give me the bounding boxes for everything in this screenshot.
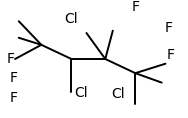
Text: Cl: Cl — [74, 86, 88, 100]
Text: F: F — [6, 52, 14, 66]
Text: F: F — [9, 91, 17, 105]
Text: Cl: Cl — [65, 12, 78, 26]
Text: F: F — [164, 21, 172, 35]
Text: F: F — [9, 71, 17, 85]
Text: F: F — [167, 48, 175, 62]
Text: F: F — [131, 0, 139, 14]
Text: Cl: Cl — [112, 87, 125, 101]
